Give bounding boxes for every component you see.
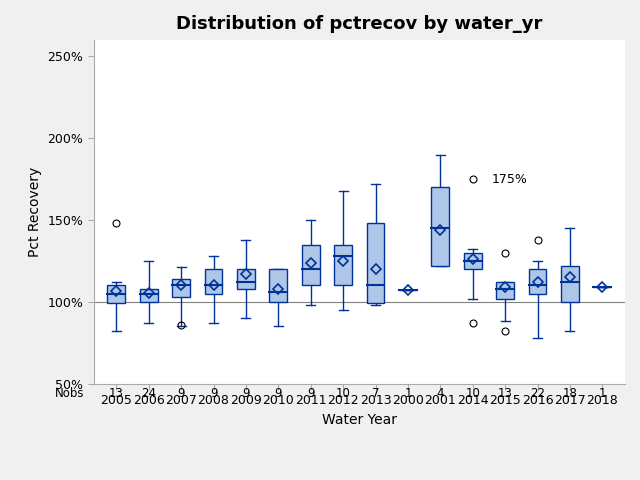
FancyBboxPatch shape	[302, 245, 319, 286]
Text: 9: 9	[210, 387, 217, 400]
FancyBboxPatch shape	[367, 223, 385, 303]
FancyBboxPatch shape	[561, 266, 579, 302]
Text: 13: 13	[109, 387, 124, 400]
FancyBboxPatch shape	[496, 282, 514, 299]
FancyBboxPatch shape	[529, 269, 547, 294]
Text: 22: 22	[530, 387, 545, 400]
FancyBboxPatch shape	[269, 269, 287, 302]
Title: Distribution of pctrecov by water_yr: Distribution of pctrecov by water_yr	[176, 15, 543, 33]
FancyBboxPatch shape	[140, 289, 157, 302]
X-axis label: Water Year: Water Year	[322, 413, 397, 427]
Text: 9: 9	[307, 387, 314, 400]
Text: 9: 9	[177, 387, 185, 400]
Text: 9: 9	[275, 387, 282, 400]
Text: 1: 1	[404, 387, 412, 400]
Text: 13: 13	[498, 387, 513, 400]
Text: 10: 10	[465, 387, 480, 400]
FancyBboxPatch shape	[205, 269, 223, 294]
FancyBboxPatch shape	[334, 245, 352, 286]
Text: 10: 10	[336, 387, 351, 400]
FancyBboxPatch shape	[464, 253, 482, 269]
FancyBboxPatch shape	[431, 187, 449, 266]
Text: 4: 4	[436, 387, 444, 400]
FancyBboxPatch shape	[172, 279, 190, 297]
Text: 24: 24	[141, 387, 156, 400]
Text: 18: 18	[563, 387, 577, 400]
Text: 9: 9	[242, 387, 250, 400]
FancyBboxPatch shape	[237, 269, 255, 289]
Y-axis label: Pct Recovery: Pct Recovery	[28, 167, 42, 257]
FancyBboxPatch shape	[108, 286, 125, 303]
Text: 7: 7	[372, 387, 380, 400]
Text: Nobs: Nobs	[54, 387, 84, 400]
Text: 175%: 175%	[492, 173, 528, 186]
Text: 1: 1	[598, 387, 606, 400]
